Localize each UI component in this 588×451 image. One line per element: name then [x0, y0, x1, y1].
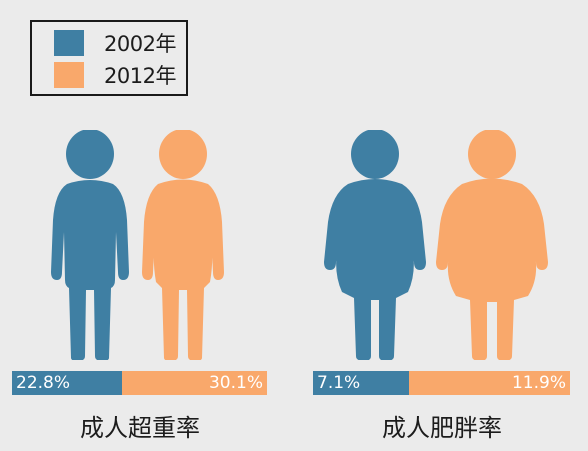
overweight-label-2012: 30.1%	[208, 373, 263, 393]
legend-swatch-2002	[54, 30, 84, 56]
legend-label-2002: 2002年	[104, 32, 176, 56]
obese-figure-2012	[436, 130, 548, 360]
obesity-label-2002: 7.1%	[317, 373, 361, 393]
overweight-figure-2012	[142, 130, 224, 360]
legend: 2002年 2012年	[30, 20, 188, 96]
legend-label-2012: 2012年	[104, 64, 176, 88]
obesity-rate-title: 成人肥胖率	[382, 414, 502, 442]
obesity-bar-2012: 11.9%	[409, 371, 570, 395]
obese-person-icon	[324, 130, 426, 360]
overweight-person-icon	[142, 130, 224, 360]
overweight-bar-2012: 30.1%	[121, 371, 267, 395]
legend-swatch-2012	[54, 62, 84, 88]
overweight-person-icon	[51, 130, 129, 360]
legend-item-2002: 2002年	[54, 30, 176, 56]
obesity-rate-bar: 7.1% 11.9%	[313, 371, 570, 395]
overweight-figure-2002	[51, 130, 129, 360]
overweight-rate-bar: 22.8% 30.1%	[12, 371, 267, 395]
overweight-bar-2002: 22.8%	[12, 371, 122, 395]
obesity-label-2012: 11.9%	[511, 373, 566, 393]
legend-item-2012: 2012年	[54, 62, 176, 88]
overweight-label-2002: 22.8%	[16, 373, 71, 393]
obese-figure-2002	[324, 130, 426, 360]
obese-person-icon	[436, 130, 548, 360]
obesity-bar-2002: 7.1%	[313, 371, 410, 395]
overweight-rate-title: 成人超重率	[80, 414, 200, 442]
